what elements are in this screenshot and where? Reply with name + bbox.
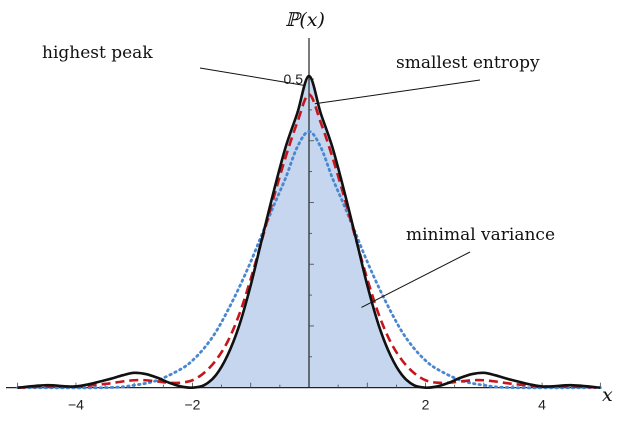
annotation-label: minimal variance	[406, 225, 555, 245]
y-axis-label: ℙ(x)	[285, 9, 325, 31]
x-axis-label: x	[602, 384, 613, 406]
series-line-solid	[17, 74, 601, 389]
annotation-label: highest peak	[42, 43, 153, 63]
annotation-label: smallest entropy	[396, 53, 540, 73]
x-tick-label: −4	[68, 397, 84, 413]
series-line-dotted	[16, 130, 602, 390]
series-line-dashed	[17, 93, 601, 389]
x-tick-label: 4	[538, 397, 546, 413]
x-tick-label: 2	[422, 397, 430, 413]
annotation-leader	[361, 251, 471, 308]
x-tick-label: −2	[184, 397, 200, 413]
annotation-leader	[199, 67, 304, 86]
annotation-leader	[314, 79, 481, 105]
